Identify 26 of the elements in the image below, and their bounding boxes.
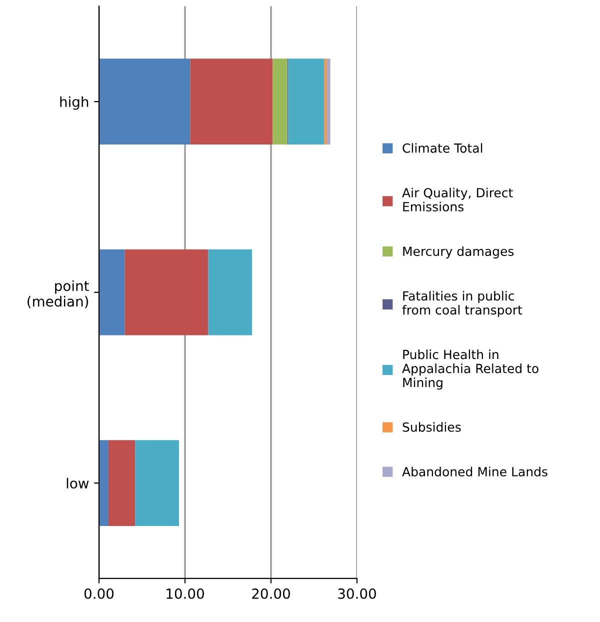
bar	[208, 249, 252, 336]
x-tick-label: 10.00	[166, 588, 204, 599]
legend-label: Air Quality, Direct Emissions	[402, 188, 513, 212]
bar	[99, 58, 190, 145]
bar	[99, 440, 108, 526]
y-tick-label: point (median)	[28, 280, 89, 308]
legend-label: Abandoned Mine Lands	[402, 466, 548, 476]
bar	[108, 440, 136, 526]
x-tick-label: 30.00	[338, 588, 376, 599]
bar	[135, 440, 179, 526]
y-tick-label: low	[66, 478, 89, 489]
bar	[324, 58, 327, 145]
bar	[272, 58, 288, 145]
bar	[99, 249, 125, 336]
bar	[326, 58, 330, 145]
legend-label: Fatalities in public from coal transport	[402, 290, 522, 318]
x-tick-label: 20.00	[252, 588, 290, 599]
legend-label: Mercury damages	[403, 246, 514, 258]
y-tick-label: high	[60, 96, 88, 110]
legend-label: Public Health in Appalachia Related to Mining	[402, 350, 538, 390]
legend-label: Climate Total	[402, 143, 482, 153]
bar	[190, 58, 273, 145]
bar	[288, 58, 324, 145]
bar	[124, 249, 208, 336]
x-tick-label: 0.00	[84, 588, 114, 599]
legend-label: Subsidies	[402, 422, 461, 432]
